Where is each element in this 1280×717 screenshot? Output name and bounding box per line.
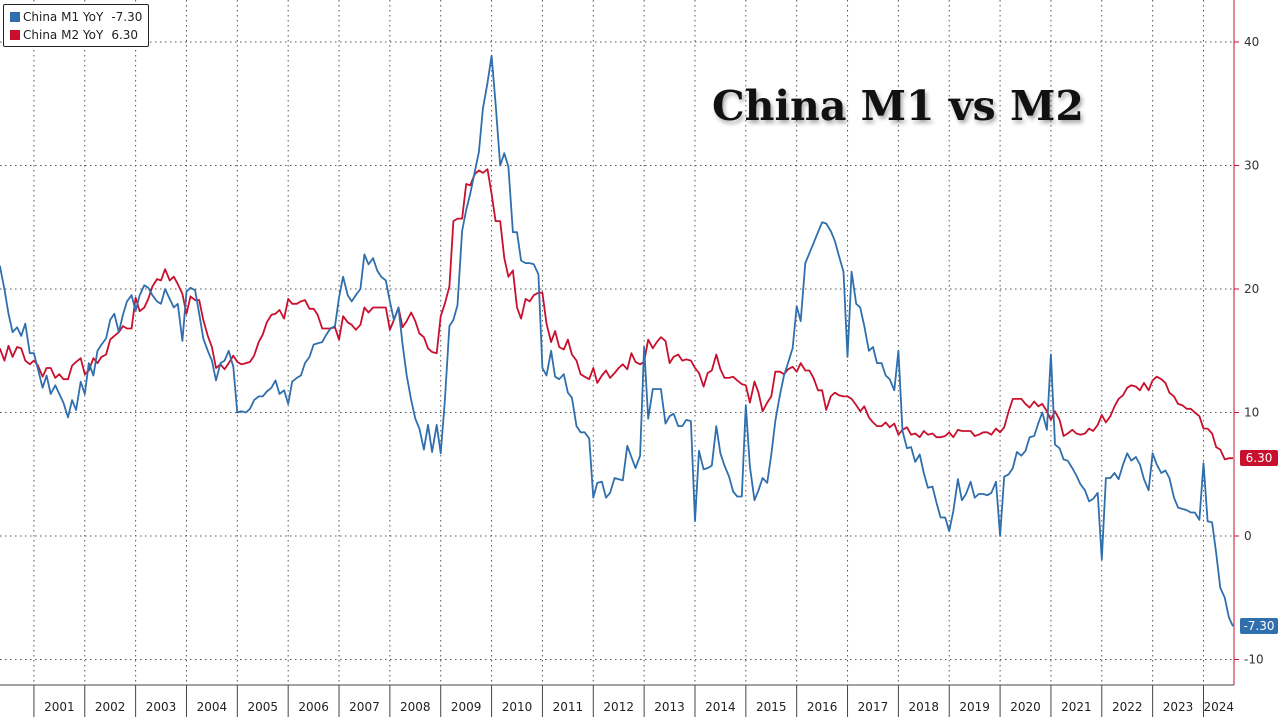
x-tick-label: 2011 <box>553 700 584 714</box>
x-tick-label: 2010 <box>502 700 533 714</box>
x-tick-label: 2016 <box>807 700 838 714</box>
x-tick-label: 2015 <box>756 700 787 714</box>
legend-label-m1: China M1 YoY <box>23 10 104 24</box>
x-tick-label: 2018 <box>909 700 940 714</box>
legend-entry-m2: China M2 YoY 6.30 <box>10 26 142 44</box>
x-tick-label: 2023 <box>1163 700 1194 714</box>
chart-title: China M1 vs M2 <box>712 82 1084 130</box>
x-tick-label: 2007 <box>349 700 380 714</box>
x-tick-label: 2012 <box>603 700 634 714</box>
series-line-m1 <box>0 54 1234 627</box>
x-tick-label: 2017 <box>858 700 889 714</box>
x-tick-label: 2013 <box>654 700 685 714</box>
series-line-m2 <box>0 168 1233 461</box>
y-tick-label: 0 <box>1244 529 1252 543</box>
legend-swatch-m1 <box>10 12 20 22</box>
x-tick-label: 2002 <box>95 700 126 714</box>
x-tick-label: 2006 <box>298 700 329 714</box>
x-tick-label: 2001 <box>44 700 75 714</box>
x-tick-label: 2022 <box>1112 700 1143 714</box>
x-tick-label: 2004 <box>197 700 228 714</box>
legend-label-m2: China M2 YoY <box>23 28 104 42</box>
legend-entry-m1: China M1 YoY -7.30 <box>10 8 142 26</box>
x-tick-label: 2008 <box>400 700 431 714</box>
last-value-tag-m1: -7.30 <box>1240 618 1278 635</box>
chart-legend: China M1 YoY -7.30 China M2 YoY 6.30 <box>3 4 149 47</box>
y-tick-label: 20 <box>1244 282 1259 296</box>
y-tick-label: 10 <box>1244 406 1259 420</box>
x-tick-label: 2003 <box>146 700 177 714</box>
x-tick-label: 2020 <box>1010 700 1041 714</box>
x-tick-label: 2024 <box>1203 700 1234 714</box>
legend-value-m2: 6.30 <box>111 28 139 42</box>
y-tick-label: 40 <box>1244 35 1259 49</box>
x-tick-label: 2014 <box>705 700 736 714</box>
x-tick-label: 2021 <box>1061 700 1092 714</box>
y-tick-label: -10 <box>1244 653 1264 667</box>
x-tick-label: 2009 <box>451 700 482 714</box>
last-value-tag-m2: 6.30 <box>1240 450 1278 467</box>
y-tick-label: 30 <box>1244 159 1259 173</box>
legend-swatch-m2 <box>10 30 20 40</box>
legend-value-m1: -7.30 <box>111 10 143 24</box>
x-tick-label: 2019 <box>959 700 990 714</box>
x-tick-label: 2005 <box>247 700 278 714</box>
